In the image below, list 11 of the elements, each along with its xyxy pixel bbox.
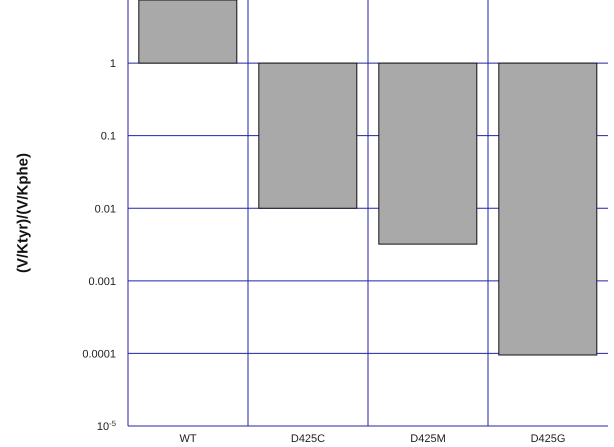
y-tick-label: 0.001	[88, 276, 116, 288]
y-tick-label: 0.0001	[82, 348, 116, 360]
x-tick-label: D425G	[530, 432, 566, 445]
x-tick-label: WT	[179, 432, 197, 445]
y-axis-title: (V/Ktyr)/(V/Kphe)	[14, 152, 32, 273]
x-tick-label: D425M	[410, 432, 446, 445]
y-tick-label: 10$^{-5}$	[96, 418, 116, 433]
y-tick-label: 0.01	[94, 203, 116, 216]
y-tick-label: 0.1	[100, 130, 116, 143]
x-tick-label: D425C	[290, 432, 326, 445]
y-tick-label: 1	[110, 58, 116, 70]
